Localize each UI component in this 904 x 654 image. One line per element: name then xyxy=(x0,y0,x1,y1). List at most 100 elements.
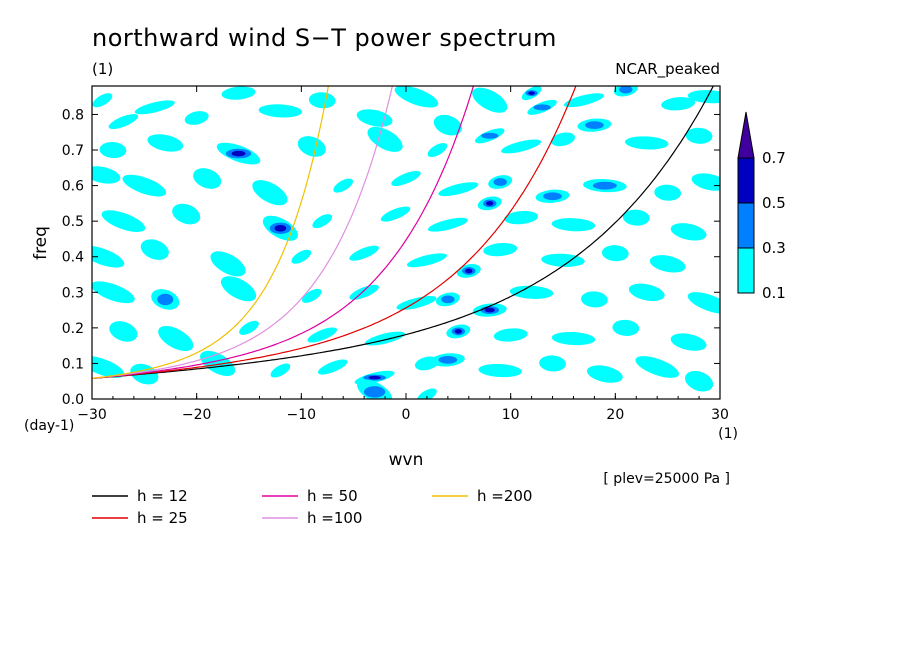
x-axis-unit: (1) xyxy=(718,426,738,442)
y-axis-label: freq xyxy=(31,226,51,260)
contour-blob xyxy=(108,114,139,130)
contour-blob xyxy=(210,251,246,277)
contour-blob xyxy=(551,218,596,232)
contour-blob-high xyxy=(231,150,246,157)
axis-ticks: −30 −20 −10 0 10 20 30 0.0 0.1 0.2 0.3 0.4 0.5 0.6 0.7… xyxy=(62,86,729,423)
contour-blob xyxy=(628,283,665,301)
contour-blob xyxy=(134,100,175,115)
model-label: NCAR_peaked xyxy=(615,60,720,79)
contour-blob xyxy=(649,255,686,273)
dispersion-curves xyxy=(92,86,715,379)
contour-blob xyxy=(317,359,348,375)
contour-blob-mid xyxy=(441,295,455,304)
contour-blob xyxy=(670,223,707,241)
contour-blob xyxy=(685,370,714,392)
dispersion-curve xyxy=(92,86,394,379)
contour-blob xyxy=(635,356,679,378)
colorbar-label: 0.3 xyxy=(762,239,786,257)
legend-label: h = 25 xyxy=(137,509,188,527)
contour-blob-mid xyxy=(533,104,551,111)
contour-blob xyxy=(691,173,720,191)
contour-blob xyxy=(581,291,608,308)
contour-blob xyxy=(252,180,288,206)
x-tick-label: 0 xyxy=(402,407,411,423)
contour-blob xyxy=(624,136,669,150)
contour-blob xyxy=(541,253,585,267)
contour-blob xyxy=(687,292,720,314)
contour-blob xyxy=(483,242,518,257)
contour-blob xyxy=(472,87,508,113)
contour-blob-high xyxy=(368,375,381,380)
contour-blob xyxy=(172,203,201,225)
contour-blob-mid xyxy=(543,192,562,201)
colorbar-extend xyxy=(737,111,755,159)
colorbar-segment xyxy=(737,247,755,294)
y-tick-label: 0.2 xyxy=(62,321,84,337)
y-axis-unit: (day-1) xyxy=(24,418,74,434)
contour-blob xyxy=(504,210,539,225)
contour-blob xyxy=(258,104,303,118)
contour-blob-high xyxy=(274,224,287,232)
contour-blob-mid xyxy=(592,181,617,190)
dispersion-curve xyxy=(92,86,715,379)
y-tick-label: 0.0 xyxy=(62,392,84,408)
x-tick-label: −30 xyxy=(77,407,107,423)
contour-blob xyxy=(622,209,650,226)
legend: h = 12 h = 25 h = 50 h =100 h =200 xyxy=(92,487,532,527)
contour-blob xyxy=(478,363,522,378)
contour-blob xyxy=(122,174,167,197)
contour-blob xyxy=(586,365,623,383)
contour-blob xyxy=(670,333,707,351)
y-tick-label: 0.5 xyxy=(62,214,84,230)
colorbar-label: 0.7 xyxy=(762,149,786,167)
contour-blob-high xyxy=(486,201,494,206)
contour-blob-high xyxy=(454,329,462,334)
contour-blob-high xyxy=(528,91,535,95)
contour-blob xyxy=(509,285,554,299)
contour-blob-mid xyxy=(619,86,633,94)
chart-title: northward wind S−T power spectrum xyxy=(92,24,557,52)
contour-blob xyxy=(654,184,682,201)
contour-blob xyxy=(493,328,528,342)
contour-blob xyxy=(92,166,121,184)
contour-blob xyxy=(380,206,411,222)
contour-blob xyxy=(601,245,629,262)
contour-blob xyxy=(661,97,696,111)
contour-blob xyxy=(312,214,333,229)
contour-blob xyxy=(193,168,222,189)
contour-blob-mid xyxy=(585,121,604,130)
x-axis-label: wvn xyxy=(389,450,424,470)
contour-blob xyxy=(551,331,596,346)
y-tick-label: 0.6 xyxy=(62,179,84,195)
colorbar: 0.7 0.5 0.3 0.1 xyxy=(737,111,786,302)
legend-label: h = 12 xyxy=(137,487,188,505)
contour-blob xyxy=(92,93,113,108)
unit-label: (1) xyxy=(92,60,113,78)
x-tick-label: 20 xyxy=(606,407,624,423)
contour-blob xyxy=(563,93,604,108)
x-tick-label: −10 xyxy=(287,407,317,423)
contour-blob xyxy=(427,217,468,232)
contour-blob xyxy=(297,136,326,157)
legend-label: h =200 xyxy=(477,487,532,505)
contour-blob xyxy=(184,111,209,125)
contour-blob xyxy=(612,319,640,336)
x-tick-label: −20 xyxy=(182,407,212,423)
legend-label: h =100 xyxy=(307,509,362,527)
colorbar-label: 0.5 xyxy=(762,194,786,212)
contour-blob xyxy=(101,210,146,233)
contour-blob xyxy=(158,325,194,352)
contour-blob xyxy=(109,321,138,342)
contour-blob xyxy=(140,239,169,260)
contour-blob xyxy=(92,281,135,304)
contour-blob xyxy=(291,249,312,264)
contour-blob-mid xyxy=(157,293,174,306)
dispersion-curve xyxy=(92,86,329,379)
contour-blob xyxy=(438,182,479,197)
contour-blob xyxy=(92,245,125,268)
contour-blob xyxy=(396,296,437,310)
contour-blob xyxy=(270,363,291,378)
x-tick-label: 10 xyxy=(502,407,520,423)
plot-background xyxy=(92,86,720,399)
